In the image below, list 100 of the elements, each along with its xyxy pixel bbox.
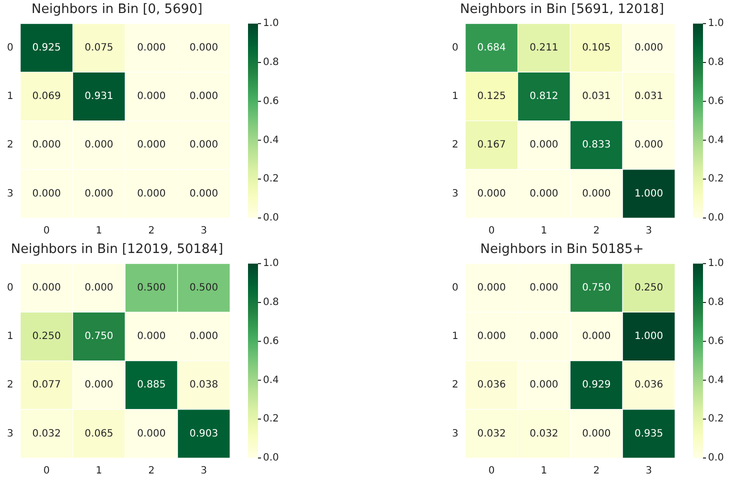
x-tick-label: 1	[96, 226, 102, 237]
y-tick-label: 2	[452, 140, 458, 151]
data-label: 0.250	[634, 282, 664, 294]
data-label: 0.031	[634, 91, 664, 102]
color-bar-label: 1.0	[263, 258, 279, 270]
x-tick-label: 2	[593, 466, 600, 477]
data-label: 0.065	[84, 428, 114, 440]
color-bar-label: 0.6	[263, 96, 279, 107]
data-label: 0.903	[189, 428, 218, 440]
data-label: 0.000	[189, 331, 218, 342]
data-label: 0.000	[477, 188, 506, 200]
data-label: 0.833	[582, 140, 611, 151]
data-label: 0.000	[32, 140, 61, 151]
data-label: 0.000	[477, 282, 506, 294]
x-tick-label: 3	[200, 226, 207, 237]
data-label: 0.000	[530, 188, 558, 200]
color-bar-label: 0.2	[708, 174, 724, 185]
data-label: 0.105	[582, 42, 611, 54]
color-bar-label: 0.8	[263, 297, 279, 308]
data-label: 0.125	[477, 91, 506, 102]
data-label: 0.077	[32, 380, 61, 391]
data-label: 0.000	[189, 42, 218, 54]
color-bar-label: 0.2	[263, 174, 279, 185]
color-bar-label: 0.4	[708, 374, 724, 386]
data-label: 0.935	[634, 428, 664, 440]
data-label: 1.000	[634, 188, 664, 200]
y-tick-label: 2	[6, 140, 14, 151]
data-label: 0.000	[84, 380, 114, 391]
chart-title: Neighbors in Bin [5691, 12018]	[460, 2, 664, 18]
color-bar-label: 0.6	[708, 96, 724, 107]
y-tick-label: 1	[452, 331, 458, 342]
data-label: 0.000	[32, 282, 61, 294]
data-label: 0.000	[530, 140, 558, 151]
data-label: 0.000	[530, 282, 558, 294]
y-tick-label: 2	[6, 380, 14, 391]
data-label: 0.925	[32, 42, 61, 54]
data-label: 0.000	[582, 428, 611, 440]
x-tick-label: 3	[200, 466, 207, 477]
data-label: 0.929	[582, 380, 611, 391]
data-label: 0.500	[189, 282, 218, 294]
y-tick-label: 3	[452, 428, 458, 440]
y-tick-label: 0	[452, 282, 458, 294]
color-bar-label: 1.0	[263, 18, 279, 30]
data-label: 0.036	[477, 380, 506, 391]
data-label: 0.500	[137, 282, 166, 294]
x-tick-label: 2	[148, 466, 155, 477]
data-label: 0.250	[32, 331, 61, 342]
x-tick-label: 3	[646, 226, 652, 237]
data-label: 0.000	[137, 428, 166, 440]
data-label: 0.750	[84, 331, 114, 342]
color-bar-label: 0.0	[708, 452, 724, 464]
data-label: 0.000	[84, 188, 114, 200]
data-label: 0.000	[84, 140, 114, 151]
data-label: 0.000	[530, 331, 558, 342]
data-label: 0.000	[137, 331, 166, 342]
x-tick-label: 0	[43, 226, 50, 237]
data-label: 0.000	[32, 188, 61, 200]
y-tick-label: 3	[6, 428, 14, 440]
data-label: 0.000	[189, 91, 218, 102]
x-tick-label: 3	[646, 466, 652, 477]
color-bar-label: 0.6	[708, 336, 724, 347]
data-label: 1.000	[634, 331, 664, 342]
color-bar-label: 0.2	[263, 414, 279, 425]
y-tick-label: 1	[452, 91, 458, 102]
data-label: 0.000	[84, 282, 114, 294]
data-label: 0.812	[530, 91, 558, 102]
y-tick-label: 0	[452, 42, 458, 54]
data-label: 0.031	[582, 91, 611, 102]
data-label: 0.000	[189, 140, 218, 151]
data-label: 0.069	[32, 91, 61, 102]
data-label: 0.032	[477, 428, 506, 440]
y-tick-label: 2	[452, 380, 458, 391]
color-bar-label: 1.0	[708, 258, 724, 270]
color-bar-label: 1.0	[708, 18, 724, 30]
data-label: 0.075	[84, 42, 114, 54]
data-label: 0.000	[137, 140, 166, 151]
color-bar-label: 0.0	[263, 452, 279, 464]
data-label: 0.000	[634, 42, 664, 54]
data-label: 0.000	[582, 331, 611, 342]
y-tick-label: 3	[6, 188, 14, 200]
data-label: 0.000	[137, 188, 166, 200]
color-bar-label: 0.0	[708, 212, 724, 224]
data-label: 0.211	[530, 42, 558, 54]
x-tick-label: 1	[540, 466, 548, 477]
color-bar-label: 0.0	[263, 212, 279, 224]
y-tick-label: 0	[6, 282, 14, 294]
color-bar-label: 0.2	[708, 414, 724, 425]
data-label: 0.038	[189, 380, 218, 391]
x-tick-label: 0	[488, 226, 495, 237]
y-tick-label: 1	[6, 91, 14, 102]
chart-title: Neighbors in Bin 50185+	[480, 242, 644, 258]
data-label: 0.000	[634, 140, 664, 151]
data-label: 0.000	[189, 188, 218, 200]
y-tick-label: 1	[6, 331, 14, 342]
data-label: 0.167	[477, 140, 506, 151]
x-tick-label: 1	[96, 466, 102, 477]
x-tick-label: 0	[43, 466, 50, 477]
data-label: 0.684	[477, 42, 506, 54]
color-bar-label: 0.4	[263, 134, 279, 146]
color-bar-label: 0.4	[263, 374, 279, 386]
